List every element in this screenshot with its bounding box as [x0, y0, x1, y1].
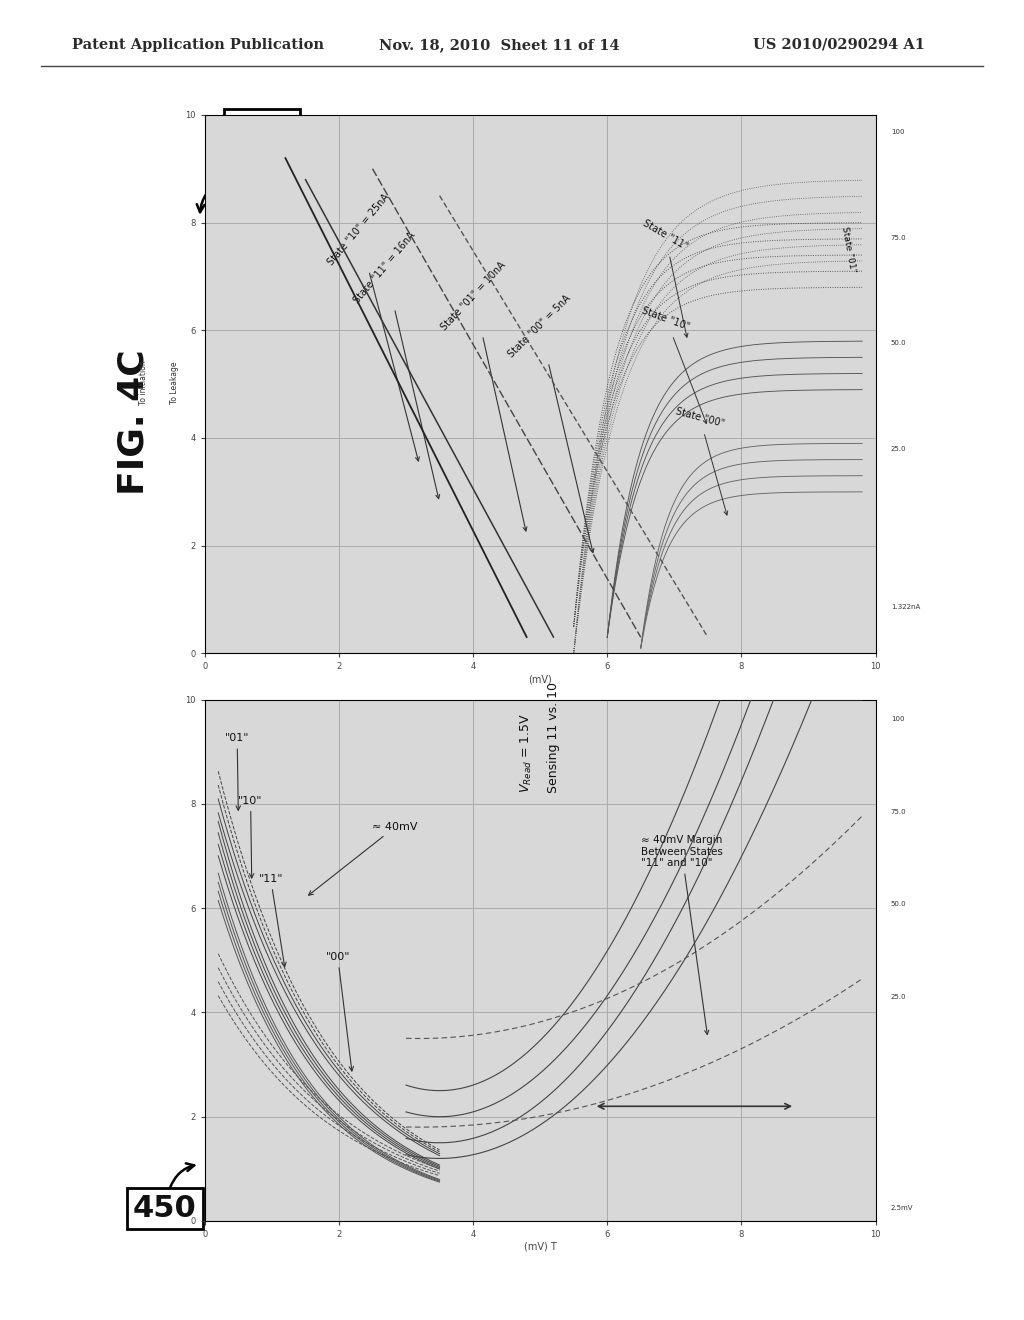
Text: "00": "00" — [326, 952, 353, 1071]
Text: 50.0: 50.0 — [891, 341, 906, 346]
Text: State "01": State "01" — [841, 226, 857, 273]
Text: State "00" = 5nA: State "00" = 5nA — [507, 293, 594, 553]
Text: Patent Application Publication: Patent Application Publication — [72, 38, 324, 51]
Text: "01": "01" — [225, 734, 250, 810]
Text: ≈ 40mV: ≈ 40mV — [308, 822, 418, 895]
Text: $V_{Read}$ = 1.5V: $V_{Read}$ = 1.5V — [519, 713, 535, 793]
Text: 2.5mV: 2.5mV — [891, 1205, 913, 1210]
Text: ≈ 40mV Margin
Between States
"11" and "10": ≈ 40mV Margin Between States "11" and "1… — [641, 836, 723, 1035]
Text: State "11": State "11" — [641, 218, 689, 337]
X-axis label: (mV): (mV) — [528, 675, 552, 684]
Text: Nov. 18, 2010  Sheet 11 of 14: Nov. 18, 2010 Sheet 11 of 14 — [379, 38, 620, 51]
Text: State "10": State "10" — [641, 306, 707, 424]
Text: 100: 100 — [891, 129, 904, 135]
Text: 100: 100 — [891, 717, 904, 722]
Text: 50.0: 50.0 — [891, 902, 906, 907]
Text: State "00": State "00" — [675, 407, 728, 515]
Text: State "10" = 25nA: State "10" = 25nA — [326, 193, 419, 461]
Text: 25.0: 25.0 — [891, 994, 906, 999]
Text: 450: 450 — [133, 1195, 197, 1224]
Text: Sensing 11 vs. 10: Sensing 11 vs. 10 — [547, 682, 560, 793]
Text: 460: 460 — [230, 116, 294, 145]
Text: State "11" = 16nA: State "11" = 16nA — [352, 230, 439, 499]
Text: State "01" = 10nA: State "01" = 10nA — [439, 260, 527, 531]
Text: FIG. 4C: FIG. 4C — [116, 350, 151, 495]
Text: US 2010/0290294 A1: US 2010/0290294 A1 — [753, 38, 925, 51]
Text: "11": "11" — [258, 874, 286, 966]
Text: 1.322nA: 1.322nA — [891, 605, 921, 610]
Text: 25.0: 25.0 — [891, 446, 906, 451]
Text: To initiation


To Leakage: To initiation To Leakage — [138, 360, 179, 405]
Text: 75.0: 75.0 — [891, 809, 906, 814]
Text: 75.0: 75.0 — [891, 235, 906, 240]
X-axis label: (mV) T: (mV) T — [524, 1242, 556, 1251]
Text: "10": "10" — [239, 796, 263, 878]
